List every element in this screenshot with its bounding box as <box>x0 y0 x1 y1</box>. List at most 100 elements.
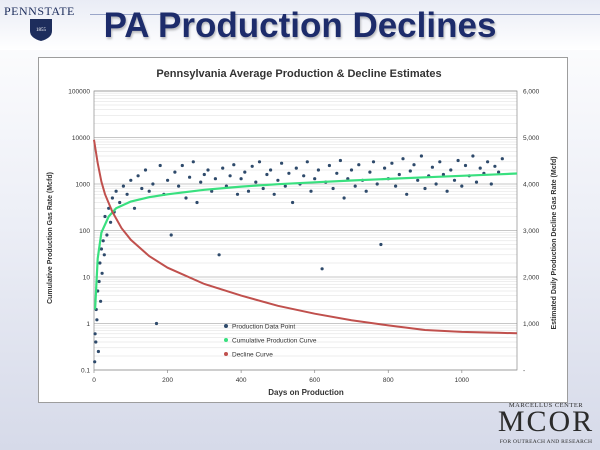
data-point <box>110 196 114 200</box>
data-point <box>416 178 420 182</box>
data-point <box>143 168 148 172</box>
data-point <box>430 165 434 169</box>
data-point <box>136 174 140 178</box>
data-point <box>109 220 113 224</box>
data-point <box>99 299 103 303</box>
gridlines <box>94 90 517 371</box>
pennstate-year: 1855 <box>36 28 47 33</box>
data-point <box>383 166 387 170</box>
data-point <box>445 189 449 193</box>
y-left-tick-label: 1 <box>86 321 90 328</box>
data-point <box>478 166 482 170</box>
x-ticks: 0 200 400 600 800 1000 <box>92 370 469 384</box>
data-point <box>463 163 468 168</box>
data-point <box>95 318 99 322</box>
data-point <box>500 157 504 161</box>
mcor-logo: MARCELLUS CENTER MCOR FOR OUTREACH AND R… <box>496 402 596 448</box>
data-point <box>166 178 170 182</box>
data-point <box>103 214 107 219</box>
data-point <box>254 180 258 184</box>
data-point <box>199 180 203 184</box>
data-point <box>93 332 97 336</box>
data-point <box>118 200 122 205</box>
data-point <box>316 168 320 172</box>
x-tick-label: 200 <box>162 377 173 384</box>
y-left-tick-label: 0.1 <box>81 368 90 375</box>
data-point <box>97 279 101 284</box>
data-point <box>320 267 324 271</box>
data-point <box>276 178 280 182</box>
data-point <box>232 163 236 167</box>
mcor-top-text: MARCELLUS CENTER <box>508 402 584 409</box>
data-point <box>287 171 291 175</box>
data-point <box>497 170 501 174</box>
data-point <box>121 184 125 188</box>
x-tick-label: 800 <box>383 377 394 384</box>
data-point <box>313 177 317 181</box>
data-point <box>390 161 394 165</box>
data-point <box>379 242 383 247</box>
data-point <box>105 233 109 237</box>
data-point <box>327 163 331 168</box>
legend-marker <box>224 338 228 342</box>
data-point <box>129 178 133 182</box>
data-point <box>353 184 357 188</box>
data-point <box>434 182 438 186</box>
data-point <box>93 360 97 364</box>
data-point <box>102 253 106 257</box>
chart-svg: Pennsylvania Average Production & Declin… <box>47 68 558 397</box>
data-point <box>346 177 350 181</box>
pennstate-wordmark: PENNSTATE <box>4 4 75 18</box>
data-point <box>132 206 137 210</box>
y-right-tick-label: 3,000 <box>523 228 540 235</box>
header-band <box>0 0 600 50</box>
data-point <box>114 189 118 193</box>
y-right-tick-label: 4,000 <box>523 182 540 189</box>
cumulative-production-curve <box>94 172 518 310</box>
data-point <box>405 192 409 196</box>
data-point <box>173 170 177 174</box>
data-point <box>188 175 192 179</box>
x-tick-label: 600 <box>309 377 320 384</box>
y-axis-right-label: Estimated Daily Production Decline Gas R… <box>551 156 558 329</box>
data-point <box>493 164 497 168</box>
data-point <box>101 239 105 243</box>
legend-label: Decline Curve <box>232 352 273 359</box>
data-point <box>184 196 188 200</box>
data-point <box>140 186 144 191</box>
data-point <box>302 174 306 178</box>
data-point <box>294 166 298 170</box>
data-point <box>471 154 475 158</box>
data-point <box>96 349 100 354</box>
data-point <box>221 166 225 170</box>
data-point <box>246 189 251 193</box>
data-point <box>272 192 276 196</box>
y-left-tick-label: 1000 <box>76 182 91 189</box>
data-point <box>257 160 262 164</box>
data-point <box>235 192 240 196</box>
data-point <box>305 160 309 164</box>
x-tick-label: 1000 <box>455 377 470 384</box>
legend-marker <box>224 352 228 356</box>
data-point <box>269 168 273 172</box>
data-point <box>460 184 464 188</box>
data-point <box>423 186 427 191</box>
data-point <box>342 196 346 200</box>
data-point <box>412 163 416 167</box>
data-point <box>217 253 221 257</box>
mcor-bottom-text: FOR OUTREACH AND RESEARCH <box>499 439 593 445</box>
x-axis-label: Days on Production <box>268 388 344 397</box>
data-point <box>243 170 247 174</box>
data-point <box>158 163 162 168</box>
data-point <box>195 200 199 205</box>
decline-curve <box>93 139 518 335</box>
y-right-tick-label: 5,000 <box>523 135 540 142</box>
data-point <box>202 172 206 177</box>
legend-label: Cumulative Production Curve <box>232 338 317 345</box>
data-point <box>210 189 214 193</box>
pennstate-shield-icon: 1855 <box>30 19 52 41</box>
y-right-tick-label: - <box>523 368 525 375</box>
data-point <box>169 233 173 237</box>
data-point <box>280 161 284 165</box>
data-point <box>151 182 155 186</box>
